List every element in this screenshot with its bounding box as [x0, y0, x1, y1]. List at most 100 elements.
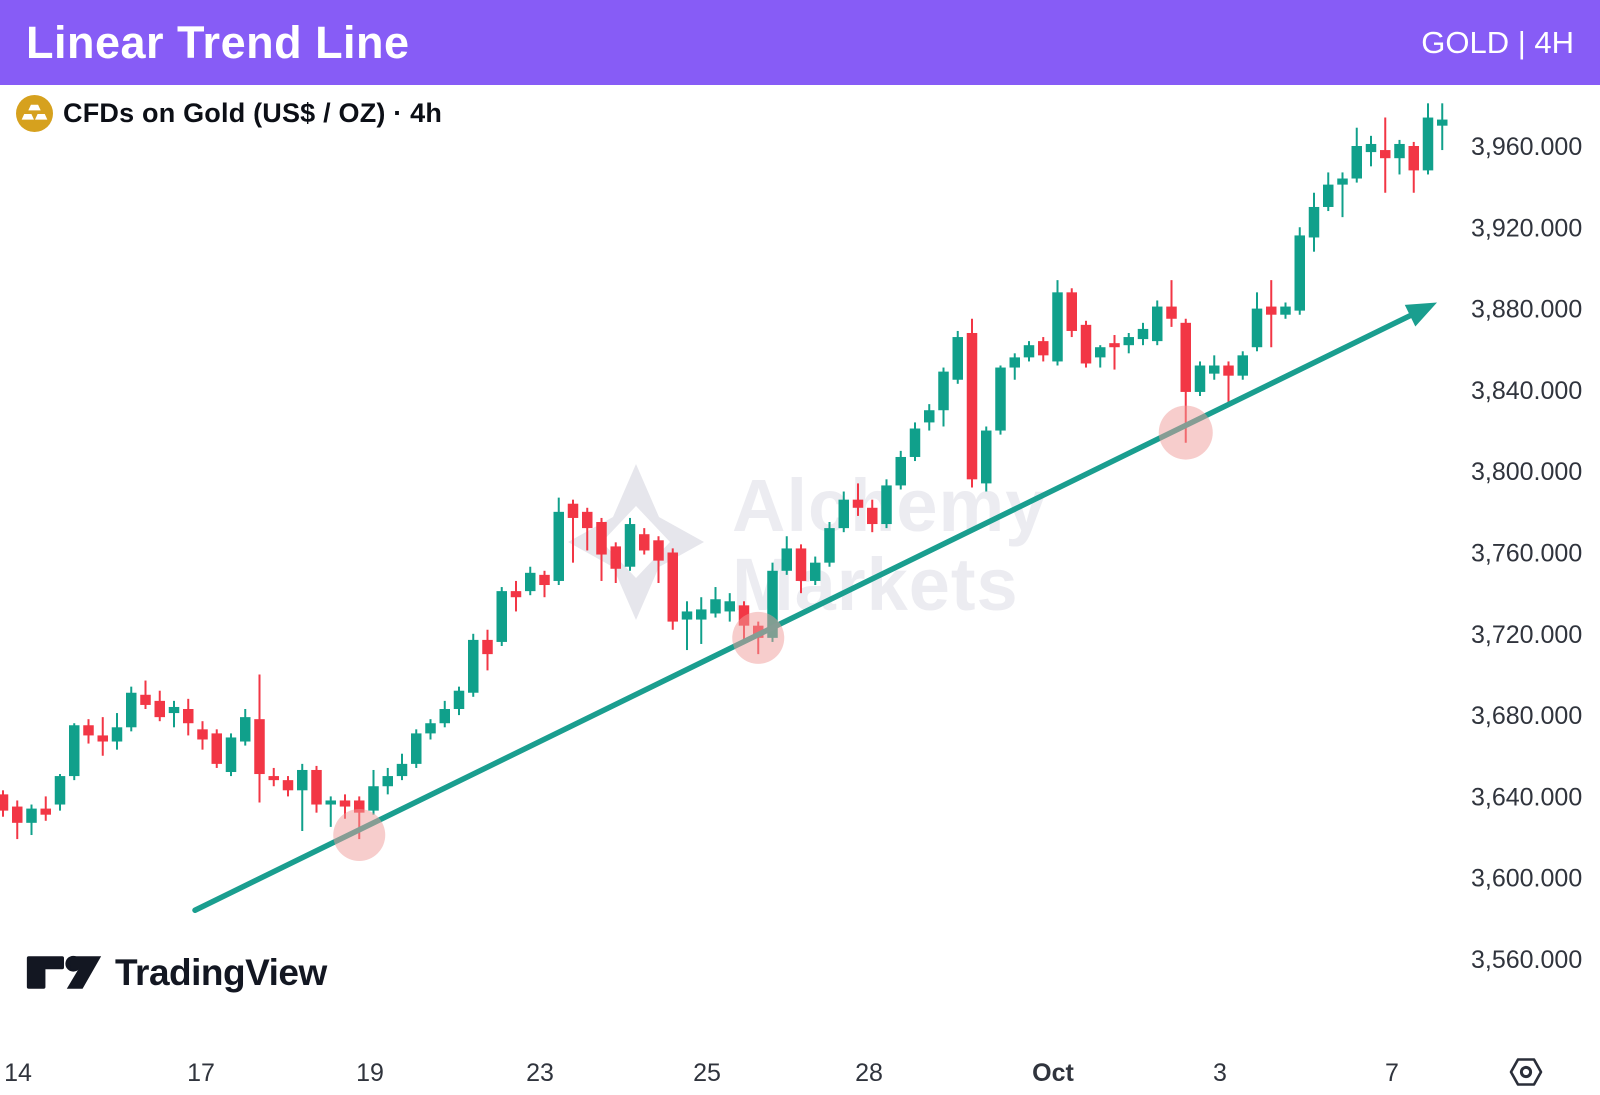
candle-up	[895, 456, 906, 486]
tradingview-logo-icon	[25, 952, 103, 994]
candle-up	[1422, 117, 1434, 171]
candle-up	[1194, 365, 1206, 392]
candle-down	[1266, 306, 1277, 315]
candle-up	[781, 548, 792, 571]
price-axis-label: 3,960.000	[1471, 133, 1582, 161]
candle-up	[168, 706, 180, 714]
candle-up	[696, 609, 707, 620]
candle-up	[69, 725, 80, 777]
candle-up	[952, 337, 963, 380]
candle-up	[1251, 308, 1263, 348]
tradingview-logo[interactable]: TradingView	[25, 952, 327, 994]
candle-up	[1052, 292, 1063, 362]
candle-up	[1437, 119, 1448, 126]
time-axis-label: 14	[4, 1059, 32, 1087]
candle-down	[539, 574, 550, 586]
trend-line[interactable]	[192, 307, 1424, 913]
candle-down	[1380, 150, 1391, 159]
candle-down	[639, 534, 650, 551]
candle-up	[54, 776, 66, 805]
candle-up	[297, 769, 308, 791]
candle-down	[482, 639, 493, 655]
candle-down	[582, 511, 593, 529]
candle-up	[553, 511, 564, 581]
candle-up	[938, 371, 949, 411]
candle-up	[126, 692, 137, 728]
candle-up	[425, 723, 436, 734]
time-axis-label: 25	[693, 1059, 721, 1087]
candle-up	[838, 499, 849, 529]
candle-up	[1237, 355, 1248, 376]
candle-up	[382, 776, 393, 787]
candle-down	[867, 507, 878, 525]
candle-down	[653, 540, 664, 561]
symbol-row[interactable]: CFDs on Gold (US$ / OZ) · 4h	[16, 95, 442, 132]
time-axis-label: 7	[1385, 1059, 1399, 1087]
candle-down	[1180, 322, 1191, 392]
candle-down	[510, 591, 522, 598]
candles-layer	[0, 103, 1448, 840]
candle-up	[1209, 365, 1220, 374]
time-axis-label: 19	[356, 1059, 384, 1087]
trend-line-arrowhead	[1404, 302, 1437, 327]
candle-down	[1408, 146, 1419, 171]
candle-up	[824, 528, 835, 563]
candle-up	[396, 763, 408, 777]
candle-up	[496, 591, 507, 642]
candle-up	[325, 800, 336, 805]
candle-up	[1351, 146, 1362, 179]
price-axis-label: 3,560.000	[1471, 946, 1582, 974]
price-axis-label: 3,920.000	[1471, 214, 1582, 242]
price-axis-label: 3,840.000	[1471, 377, 1582, 405]
candle-up	[1123, 337, 1134, 346]
tradingview-logo-text: TradingView	[115, 952, 327, 993]
price-axis[interactable]: 3,960.000 3,920.000 3,880.000 3,840.000 3,80…	[1471, 133, 1582, 974]
page-title: Linear Trend Line	[26, 16, 410, 68]
candle-up	[924, 410, 935, 423]
four-point-star-icon	[566, 462, 706, 627]
candle-down	[339, 800, 351, 807]
candle-down	[0, 794, 9, 811]
chart-header: Linear Trend Line GOLD | 4H	[0, 0, 1600, 85]
price-axis-label: 3,640.000	[1471, 783, 1582, 811]
hexagon-settings-icon[interactable]	[1509, 1056, 1543, 1093]
candle-down	[567, 503, 579, 518]
candle-down	[852, 499, 864, 508]
candle-up	[810, 562, 821, 581]
time-axis-label: 28	[855, 1059, 883, 1087]
time-axis-label: Oct	[1032, 1059, 1074, 1087]
candle-down	[610, 546, 621, 569]
candle-down	[154, 700, 165, 718]
time-axis[interactable]: 14 17 19 23 25 28 Oct 3 7	[4, 1059, 1399, 1087]
candle-down	[795, 548, 807, 581]
candle-up	[1323, 184, 1334, 207]
candle-down	[183, 709, 194, 724]
candle-up	[1152, 306, 1163, 342]
candle-up	[995, 367, 1006, 431]
candle-up	[881, 485, 892, 525]
candle-up	[368, 786, 379, 811]
candle-down	[1223, 365, 1234, 376]
candle-up	[981, 430, 992, 484]
candle-up	[439, 709, 450, 724]
candle-down	[197, 729, 208, 740]
candle-up	[1280, 306, 1291, 315]
candle-up	[767, 570, 778, 638]
candle-down	[667, 552, 678, 622]
candle-down	[354, 800, 365, 813]
candle-down	[596, 522, 607, 555]
candle-down	[12, 806, 23, 823]
candle-down	[83, 725, 94, 736]
symbol-title[interactable]: CFDs on Gold (US$ / OZ) · 4h	[63, 98, 443, 128]
candle-up	[1095, 347, 1106, 358]
candle-down	[282, 780, 294, 791]
candle-up	[26, 808, 37, 823]
trendline-touch-marker	[732, 611, 785, 664]
candle-up	[624, 524, 636, 567]
candle-up	[1394, 143, 1405, 159]
trendline-touch-marker	[1158, 405, 1213, 460]
candle-up	[1009, 357, 1020, 368]
candle-up	[1308, 206, 1320, 238]
candle-down	[97, 735, 108, 742]
